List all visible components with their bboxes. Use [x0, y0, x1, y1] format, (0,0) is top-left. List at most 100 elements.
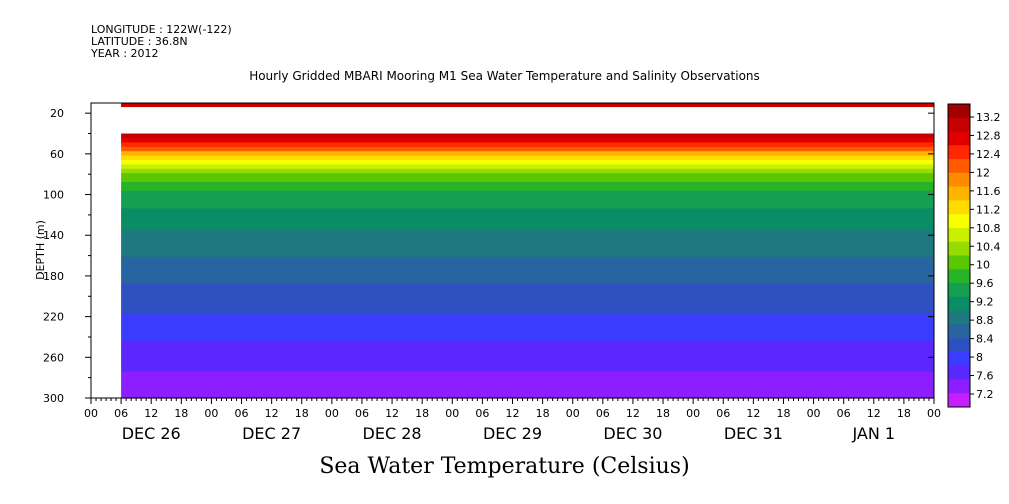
colorbar-tick-label: 10	[976, 259, 990, 272]
colorbar-swatch	[948, 145, 970, 160]
y-tick-label: 60	[50, 148, 64, 161]
temperature-band	[121, 204, 935, 210]
x-tick-label: 12	[265, 407, 279, 420]
temperature-band	[121, 371, 935, 377]
colorbar-tick-label: 8.4	[976, 333, 994, 346]
x-day-label: DEC 29	[483, 424, 542, 443]
temperature-band	[121, 256, 935, 262]
x-day-label: DEC 30	[603, 424, 662, 443]
temperature-band	[121, 384, 935, 390]
temperature-band	[121, 305, 935, 311]
temperature-band	[121, 230, 935, 236]
temperature-band	[121, 261, 935, 267]
temperature-band	[121, 296, 935, 302]
temperature-band	[121, 358, 935, 364]
temperature-band	[121, 159, 935, 165]
temperature-band	[121, 323, 935, 329]
x-tick-label: 18	[656, 407, 670, 420]
temperature-band	[121, 221, 935, 227]
temperature-band	[121, 349, 935, 355]
temperature-band	[121, 243, 935, 249]
colorbar-tick-label: 8	[976, 351, 983, 364]
temperature-band	[121, 173, 935, 179]
x-tick-label: 12	[144, 407, 158, 420]
colorbar-swatch	[948, 117, 970, 133]
colorbar-swatch	[948, 393, 970, 408]
y-tick-label: 300	[43, 392, 64, 405]
colorbar-tick-label: 12.8	[976, 129, 1001, 142]
x-tick-label: 06	[716, 407, 730, 420]
temperature-band	[121, 208, 935, 214]
colorbar-swatch	[948, 159, 970, 174]
colorbar-swatch	[948, 379, 970, 394]
colorbar: 13.2 12.8 12.4 12 11.6 11.2 10.8 10.4 10 9.6 9.2 8.…	[947, 103, 1001, 408]
temperature-band	[121, 195, 935, 201]
x-tick-label: 12	[385, 407, 399, 420]
x-tick-label: 00	[807, 407, 821, 420]
temperature-band	[121, 239, 935, 245]
temperature-band	[121, 217, 935, 223]
temperature-band	[121, 252, 935, 258]
x-tick-label: 12	[626, 407, 640, 420]
temperature-band	[121, 287, 935, 293]
temperature-band	[121, 278, 935, 284]
x-day-label: DEC 28	[363, 424, 422, 443]
colorbar-swatch	[948, 310, 970, 325]
x-tick-label: 06	[114, 407, 128, 420]
temperature-band	[121, 168, 935, 174]
colorbar-tick-label: 8.8	[976, 314, 994, 327]
colorbar-tick-label: 10.8	[976, 222, 1001, 235]
temperature-band	[121, 367, 935, 373]
x-tick-label: 18	[415, 407, 429, 420]
chart-title: Hourly Gridded MBARI Mooring M1 Sea Wate…	[249, 69, 760, 83]
colorbar-swatch	[948, 324, 970, 339]
x-tick-label: 12	[506, 407, 520, 420]
temperature-band	[121, 265, 935, 271]
colorbar-swatch	[948, 186, 970, 201]
temperature-band	[121, 226, 935, 232]
temperature-band	[121, 309, 935, 315]
x-tick-label: 12	[746, 407, 760, 420]
temperature-band	[121, 353, 935, 359]
temperature-band	[121, 318, 935, 324]
x-day-label: DEC 31	[724, 424, 783, 443]
temperature-band	[121, 248, 935, 254]
temperature-band	[121, 186, 935, 192]
colorbar-tick-label: 12.4	[976, 148, 1001, 161]
colorbar-frame	[947, 103, 971, 408]
temperature-band	[121, 340, 935, 346]
colorbar-tick-label: 13.2	[976, 111, 1001, 124]
colorbar-swatch	[948, 214, 970, 229]
y-tick-label: 220	[43, 311, 64, 324]
x-tick-label: 06	[837, 407, 851, 420]
x-tick-label: 18	[776, 407, 790, 420]
temperature-band	[121, 142, 935, 148]
x-day-label: JAN 1	[851, 424, 895, 443]
colorbar-swatch	[948, 296, 970, 312]
temperature-band	[121, 345, 935, 351]
temperature-band	[121, 155, 935, 161]
year-label: YEAR : 2012	[91, 47, 159, 60]
y-axis-label: DEPTH (m)	[34, 220, 47, 280]
colorbar-swatch	[948, 241, 970, 256]
temperature-band	[121, 331, 935, 337]
y-tick-label: 180	[43, 270, 64, 283]
temperature-band	[121, 301, 935, 307]
x-day-label: DEC 26	[122, 424, 181, 443]
x-tick-label: 00	[927, 407, 941, 420]
y-tick-label: 100	[43, 189, 64, 202]
colorbar-swatch	[948, 365, 970, 380]
y-tick-label: 140	[43, 229, 64, 242]
colorbar-swatch	[948, 200, 970, 215]
temperature-band	[121, 270, 935, 276]
x-tick-label: 06	[235, 407, 249, 420]
temperature-band	[121, 133, 935, 139]
colorbar-swatch	[948, 283, 970, 298]
temperature-band	[121, 389, 935, 395]
longitude-label: LONGITUDE : 122W(-122)	[91, 23, 232, 36]
temperature-band	[121, 164, 935, 170]
temperature-band	[121, 137, 935, 143]
temperature-band	[121, 234, 935, 240]
x-tick-label: 00	[445, 407, 459, 420]
